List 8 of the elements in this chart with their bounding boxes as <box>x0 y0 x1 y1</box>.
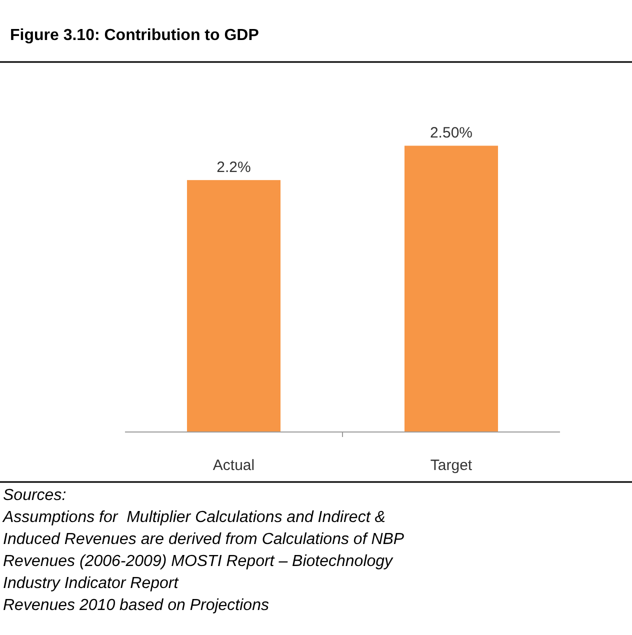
data-label: 2.50% <box>430 124 473 142</box>
x-tick-label: Target <box>430 457 473 474</box>
text: Assumptions for Multiplier Calculations and Indirect & Induced Revenues are derived from Calculations of NBP Revenues (2006-2009) MOSTI Report – Biotechnology Industry Indicator Report <box>2 509 404 592</box>
x-tick-label: Actual <box>212 457 255 474</box>
chart-title: Figure 3.10: Contribution to GDP <box>10 27 260 44</box>
source-note: Sources: <box>3 487 66 504</box>
data-label: 2.2% <box>216 159 251 176</box>
text: Revenues 2010 based on Projections <box>3 597 269 614</box>
